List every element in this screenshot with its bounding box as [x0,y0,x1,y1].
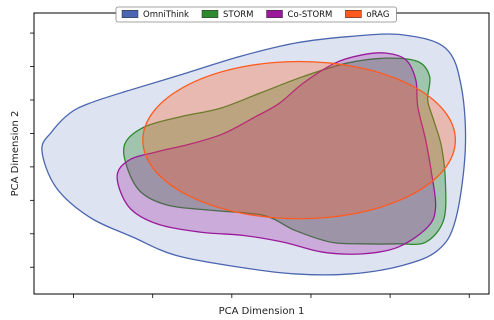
legend-label-omnithink: OmniThink [143,10,189,20]
series-storm-region [122,57,447,245]
legend-label-co-storm: Co-STORM [288,10,333,20]
legend-swatch-orag [345,10,362,18]
legend-label-storm: STORM [223,10,254,20]
legend-swatch-co-storm [266,10,283,18]
legend-label-orag: oRAG [366,10,389,20]
legend-box [115,6,397,23]
legend: OmniThink STORM Co-STORM oRAG [115,6,397,23]
series-layer [41,33,467,276]
x-axis-label: PCA Dimension 1 [219,306,305,317]
series-omnithink-region [41,33,467,276]
legend-swatch-storm [201,10,219,18]
series-co-storm-region [116,52,437,255]
y-axis-label: PCA Dimension 2 [10,111,21,197]
y-ticks [30,32,34,268]
legend-swatch-omnithink [121,10,139,18]
series-orag-region [142,60,457,220]
x-ticks [73,294,470,298]
